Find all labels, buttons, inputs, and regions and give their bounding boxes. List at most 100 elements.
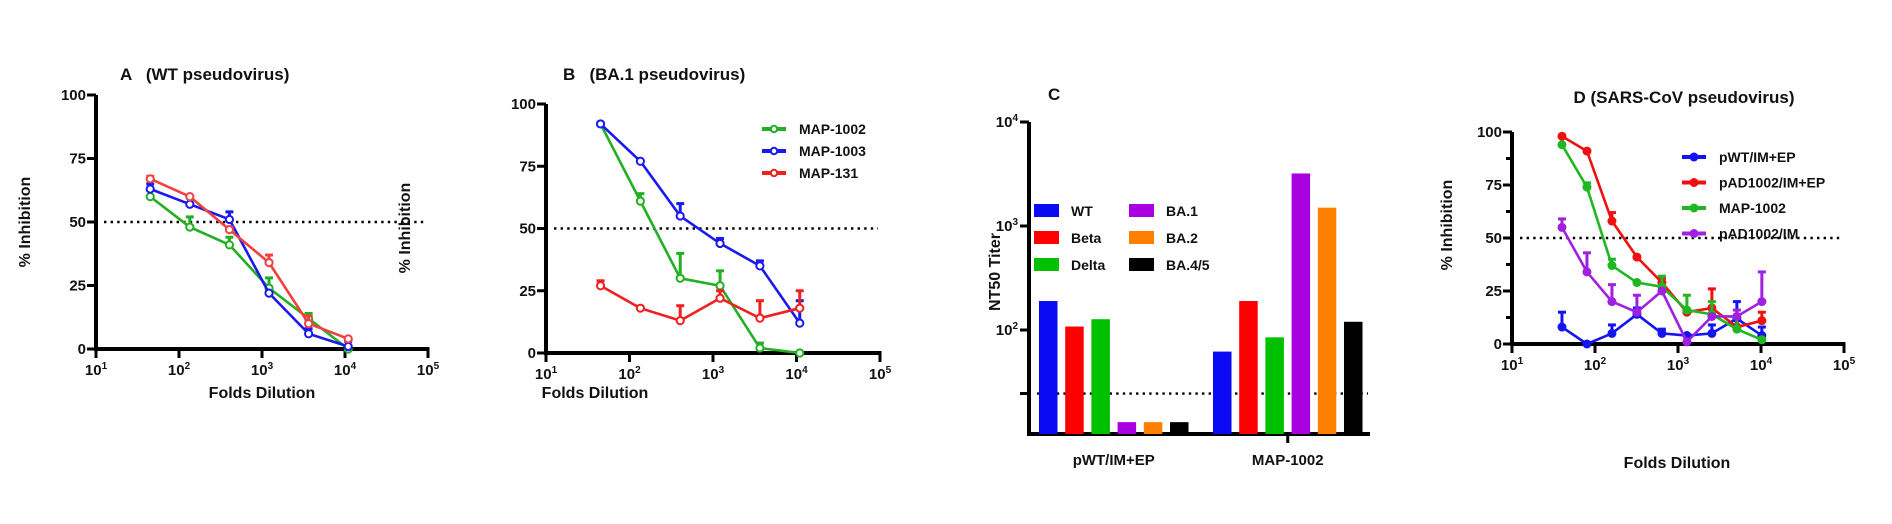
series-map-131 bbox=[145, 174, 353, 344]
legend-marker bbox=[769, 146, 779, 156]
panel-a-y-tick-label: 100 bbox=[61, 87, 86, 104]
panel-a-x-tick-label: 102 bbox=[168, 361, 191, 379]
legend-item: MAP-131 bbox=[762, 165, 858, 181]
data-point bbox=[1582, 339, 1592, 349]
panel-d-x-tick-label: 102 bbox=[1584, 356, 1607, 374]
legend-swatch bbox=[1129, 204, 1154, 217]
data-point bbox=[1757, 297, 1767, 307]
bar-ba-2 bbox=[1317, 207, 1337, 434]
panel-d-plot-area: 0 25 50 75 100 101 102 103 104 105 bbox=[1477, 124, 1856, 374]
panel-b-y-tick-label: 75 bbox=[519, 158, 536, 175]
panel-a-x-tick-label: 104 bbox=[334, 361, 357, 379]
data-point bbox=[1732, 324, 1742, 334]
bar-ba-2 bbox=[1143, 422, 1163, 434]
legend-marker bbox=[769, 124, 779, 134]
legend-swatch bbox=[1034, 258, 1059, 271]
panel-b-title: B (BA.1 pseudovirus) bbox=[563, 65, 745, 84]
panel-d-y-tick-label: 75 bbox=[1485, 177, 1502, 194]
legend-label: MAP-1002 bbox=[799, 121, 866, 137]
data-point bbox=[145, 174, 155, 184]
data-point bbox=[635, 156, 645, 166]
data-point bbox=[1657, 328, 1667, 338]
data-point bbox=[1557, 222, 1567, 232]
data-point bbox=[1557, 140, 1567, 150]
data-point bbox=[224, 225, 235, 235]
bar-delta bbox=[1091, 319, 1110, 434]
data-point bbox=[1557, 131, 1567, 141]
panel-c-category-label: MAP-1002 bbox=[1252, 452, 1324, 469]
legend-item: BA.2 bbox=[1129, 230, 1198, 246]
bar-ba-1 bbox=[1117, 422, 1137, 434]
data-point bbox=[1632, 252, 1642, 262]
panel-a-y-tick-label: 0 bbox=[78, 341, 86, 358]
data-point bbox=[675, 211, 685, 221]
data-point bbox=[1632, 307, 1642, 317]
legend-label: BA.2 bbox=[1166, 230, 1198, 246]
panel-b-legend: MAP-1002 MAP-1003 MAP-131 bbox=[762, 121, 866, 181]
series-map-1002 bbox=[595, 119, 805, 358]
series-line bbox=[149, 187, 349, 348]
data-point bbox=[1582, 146, 1592, 156]
legend-label: pAD1002/IM bbox=[1719, 226, 1798, 242]
legend-label: pAD1002/IM+EP bbox=[1719, 175, 1825, 191]
panel-d-x-axis-label: Folds Dilution bbox=[1624, 455, 1731, 472]
data-point bbox=[1757, 316, 1767, 326]
panel-d-x-tick-label: 103 bbox=[1667, 356, 1690, 374]
panel-b-y-tick-label: 0 bbox=[528, 345, 536, 362]
data-point bbox=[343, 334, 353, 344]
panel-c-plot-area: 102 103 104 pWT/IM+EP MAP-1002 bbox=[996, 113, 1370, 469]
data-point bbox=[1632, 278, 1642, 288]
bar-ba-4-5 bbox=[1344, 321, 1363, 434]
legend-item: MAP-1003 bbox=[762, 143, 866, 159]
data-point bbox=[755, 261, 765, 271]
data-point bbox=[795, 348, 805, 358]
data-point bbox=[264, 288, 274, 298]
legend-label: MAP-131 bbox=[799, 165, 858, 181]
panel-d-title: D (SARS-CoV pseudovirus) bbox=[1573, 88, 1794, 107]
data-point bbox=[304, 319, 314, 329]
panel-b-y-tick-label: 50 bbox=[519, 221, 536, 238]
panel-b-plot-area: 0 25 50 75 100 101 102 103 104 105 bbox=[511, 96, 892, 383]
data-point bbox=[1682, 305, 1692, 315]
data-point bbox=[1732, 311, 1742, 321]
data-point bbox=[675, 273, 685, 283]
panel-b-y-axis-label: % Inhibition bbox=[397, 183, 414, 274]
data-point bbox=[185, 199, 195, 209]
data-point bbox=[715, 293, 725, 303]
bar-wt bbox=[1213, 351, 1232, 434]
panel-d-y-tick-label: 0 bbox=[1494, 336, 1502, 353]
data-point bbox=[635, 196, 645, 206]
legend-label: pWT/IM+EP bbox=[1719, 149, 1796, 165]
series-line bbox=[599, 284, 801, 323]
panel-d-x-tick-label: 104 bbox=[1750, 356, 1773, 374]
data-point bbox=[264, 258, 274, 268]
data-point bbox=[185, 222, 195, 232]
panel-d-y-tick-label: 50 bbox=[1485, 230, 1502, 247]
panel-b-y-tick-label: 100 bbox=[511, 96, 536, 113]
legend-label: WT bbox=[1071, 203, 1093, 219]
panel-b-y-tick-label: 25 bbox=[519, 283, 536, 300]
data-point bbox=[675, 316, 685, 326]
panel-a-y-tick-label: 75 bbox=[69, 151, 86, 168]
legend-swatch bbox=[1034, 231, 1059, 244]
series-line bbox=[149, 195, 350, 351]
legend-label: Delta bbox=[1071, 257, 1105, 273]
panel-a-x-axis-label: Folds Dilution bbox=[209, 385, 316, 402]
panel-d-x-tick-label: 101 bbox=[1501, 356, 1524, 374]
panel-d-y-axis-label: % Inhibition bbox=[1439, 180, 1456, 271]
series-map-131 bbox=[595, 279, 805, 326]
panel-d-y-tick-label: 25 bbox=[1485, 283, 1502, 300]
bar-wt bbox=[1039, 301, 1058, 434]
data-point bbox=[1757, 335, 1767, 345]
bar-ba-1 bbox=[1291, 173, 1311, 434]
data-point bbox=[755, 343, 765, 353]
data-point bbox=[1607, 216, 1617, 226]
data-point bbox=[635, 303, 645, 313]
panel-b-x-axis-label: Folds Dilution bbox=[542, 385, 649, 402]
legend-item: WT bbox=[1034, 203, 1093, 219]
panel-b-x-tick-label: 101 bbox=[535, 365, 558, 383]
series-line bbox=[599, 123, 800, 355]
legend-marker bbox=[1689, 152, 1699, 162]
panel-c-y-axis-label: NT50 Titer bbox=[987, 233, 1004, 311]
